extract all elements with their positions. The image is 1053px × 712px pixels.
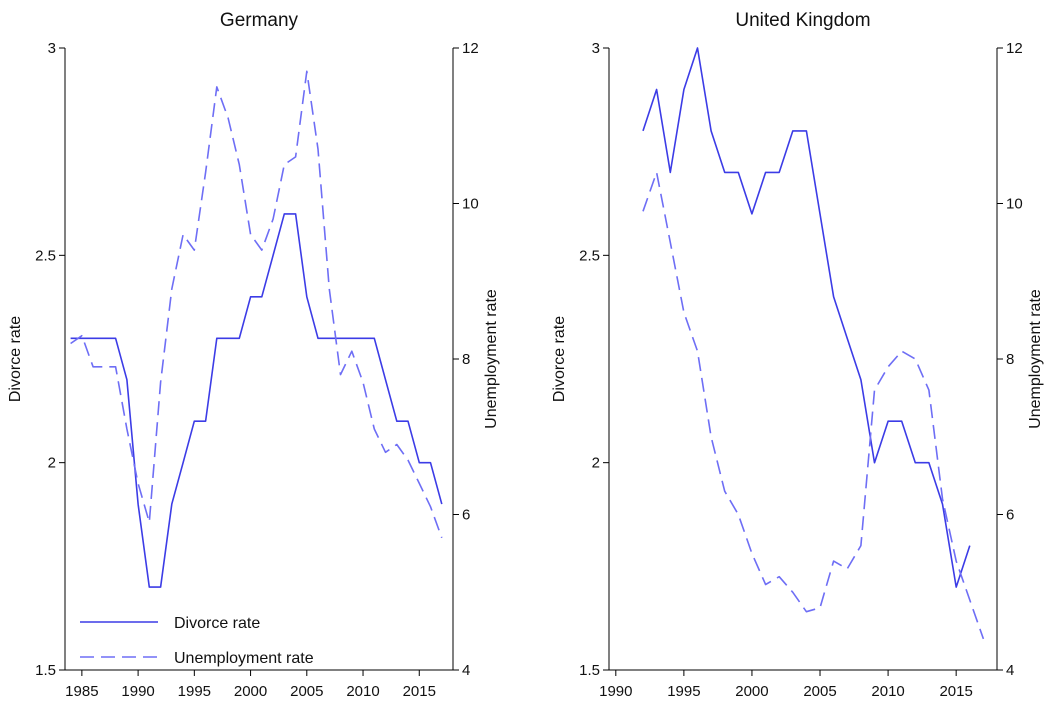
y2-tick-label: 4 [462, 662, 470, 679]
x-tick-label: 2015 [403, 683, 436, 700]
legend-label: Divorce rate [174, 615, 260, 632]
legend: Divorce rate Unemployment rate [80, 615, 314, 667]
divorce-rate-line [642, 47, 971, 588]
x-tick-label: 2010 [871, 683, 904, 700]
x-tick-label: 1990 [121, 683, 154, 700]
x-tick-label: 2000 [234, 683, 267, 700]
x-tick-label: 1990 [599, 683, 632, 700]
x-tick-label: 1985 [65, 683, 98, 700]
y2-axis-label: Unemployment rate [483, 289, 500, 429]
chart-panel-germany: Germany 1985 1990 1995 2000 2005 2010 2015 1.5 2 2… [7, 10, 500, 700]
y2-tick-label: 8 [462, 351, 470, 368]
unemployment-rate-line [642, 171, 985, 640]
y-tick-label: 2.5 [579, 247, 600, 264]
y2-axis-label: Unemployment rate [1027, 289, 1044, 429]
chart-title: United Kingdom [735, 10, 870, 31]
x-tick-label: 2005 [290, 683, 323, 700]
x-tick-label: 2000 [735, 683, 768, 700]
y-tick-label: 1.5 [35, 662, 56, 679]
divorce-rate-line [70, 213, 443, 588]
y-tick-label: 2 [592, 455, 600, 472]
legend-label: Unemployment rate [174, 650, 314, 667]
y-tick-label: 3 [48, 40, 56, 57]
y2-tick-label: 8 [1006, 351, 1014, 368]
chart-panel-united-kingdom: United Kingdom 1990 1995 2000 2005 2010 2015 1.… [551, 10, 1044, 700]
y2-tick-label: 10 [462, 196, 479, 213]
y2-tick-label: 4 [1006, 662, 1014, 679]
chart-title: Germany [220, 10, 299, 31]
y-axis-label: Divorce rate [551, 316, 568, 402]
y-tick-label: 2 [48, 455, 56, 472]
y2-tick-label: 6 [462, 507, 470, 524]
y-tick-label: 3 [592, 40, 600, 57]
y2-tick-label: 12 [462, 40, 479, 57]
y-tick-label: 1.5 [579, 662, 600, 679]
y-tick-label: 2.5 [35, 247, 56, 264]
y2-tick-label: 6 [1006, 507, 1014, 524]
unemployment-rate-line [70, 70, 443, 539]
x-tick-label: 1995 [178, 683, 211, 700]
x-tick-label: 2005 [803, 683, 836, 700]
y2-tick-label: 12 [1006, 40, 1023, 57]
x-tick-label: 2015 [939, 683, 972, 700]
x-tick-label: 1995 [667, 683, 700, 700]
x-tick-label: 2010 [346, 683, 379, 700]
y2-tick-label: 10 [1006, 196, 1023, 213]
y-axis-label: Divorce rate [7, 316, 24, 402]
